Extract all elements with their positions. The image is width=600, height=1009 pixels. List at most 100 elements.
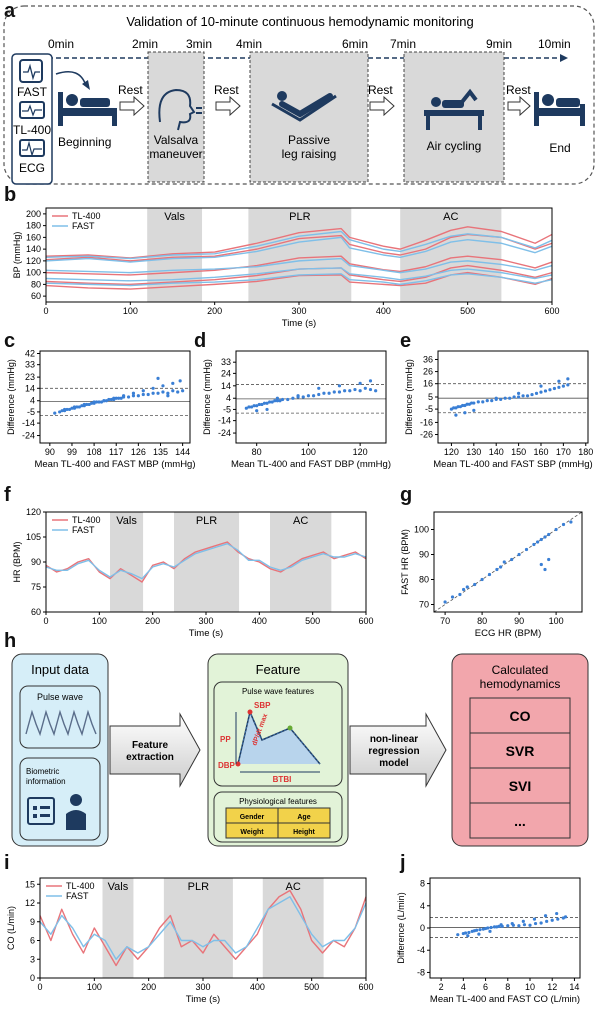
y-tick-label: 36 [423, 354, 433, 364]
y-tick-label: 200 [26, 209, 41, 219]
scatter-point [450, 595, 455, 599]
y-tick-label: 4 [420, 901, 425, 911]
y-tick-label: 0 [30, 973, 35, 983]
dbp-point [235, 761, 241, 767]
scatter-point [53, 411, 57, 415]
series-line-tl400 [45, 264, 553, 286]
y-tick-label: 4 [226, 393, 231, 403]
scatter-point [286, 397, 290, 402]
scatter-point [545, 919, 549, 923]
scatter-point [85, 402, 89, 407]
scatter-point [539, 562, 543, 567]
x-tick-label: 126 [131, 447, 146, 457]
panel-letter-i: i [4, 852, 10, 874]
scatter-point [510, 557, 514, 562]
scatter-point [517, 924, 521, 928]
output-svr: SVR [506, 743, 535, 759]
y-tick-label: -4 [417, 945, 425, 955]
physio-features-label: Physiological features [239, 797, 317, 806]
pulse-features-label: Pulse wave features [242, 687, 314, 696]
scatter-point [75, 405, 79, 409]
shaded-label: PLR [289, 211, 310, 223]
stage-label-valsalva-2: maneuver [149, 147, 202, 161]
x-tick-label: 200 [207, 306, 222, 316]
scatter-point [539, 384, 543, 388]
stage-label-plr-1: Passive [288, 133, 330, 147]
scatter-point [487, 572, 492, 577]
scatter-point [485, 399, 489, 403]
x-axis-label: Mean TL-400 and FAST SBP (mmHg) [433, 459, 592, 470]
stage-box-plr [249, 51, 369, 183]
y-tick-label: -14 [22, 418, 35, 428]
scatter-point [476, 400, 480, 404]
scatter-point [543, 914, 548, 918]
notch-point [287, 725, 293, 731]
scatter-point [270, 400, 274, 404]
scatter-point [99, 400, 104, 404]
scatter-point [178, 379, 182, 383]
scatter-point [337, 390, 342, 394]
scatter-point [543, 389, 548, 393]
monitor-icon [19, 101, 45, 119]
scatter-point [490, 399, 494, 403]
scatter-point [60, 409, 64, 413]
legend-entry: FAST [72, 525, 95, 535]
calc-title-2: hemodynamics [480, 677, 561, 691]
time-mark-3: 3min [186, 37, 212, 51]
scatter-point [458, 592, 462, 597]
scatter-point [327, 391, 331, 395]
scatter-point [280, 397, 285, 402]
biometric-label-2: information [26, 777, 66, 786]
scatter-point [171, 389, 175, 393]
scatter-point [533, 921, 538, 926]
time-mark-10: 10min [538, 37, 571, 51]
scatter-point [517, 552, 521, 557]
plot-frame [429, 877, 581, 979]
series-line-fast [45, 542, 367, 580]
scatter-point [273, 399, 277, 403]
y-tick-label: -24 [22, 431, 35, 441]
scatter-point [332, 390, 336, 394]
scatter-point [301, 395, 305, 399]
x-tick-label: 500 [460, 306, 475, 316]
scatter-point [521, 394, 525, 398]
scatter-point [171, 381, 175, 385]
scatter-point [534, 391, 539, 395]
scatter-point [131, 394, 136, 398]
scatter-point [561, 384, 565, 388]
output-svi: SVI [509, 778, 532, 794]
scatter-point [547, 557, 551, 562]
scatter-point [480, 577, 484, 582]
scatter-point [92, 400, 96, 404]
y-tick-label: 26 [423, 367, 433, 377]
scatter-point [521, 919, 525, 923]
scatter-point [499, 923, 503, 927]
x-tick-label: 500 [304, 982, 319, 992]
scatter-point [257, 402, 261, 407]
scatter-point [126, 395, 131, 399]
scatter-point [512, 395, 516, 399]
y-tick-label: 14 [25, 383, 35, 393]
scatter-point [122, 394, 126, 398]
identity-line [433, 511, 583, 613]
panel-letter-h: h [4, 630, 17, 652]
panel-letter-c: c [4, 330, 16, 352]
panel-letter-d: d [194, 330, 207, 352]
scatter-point [275, 396, 279, 400]
device-label-ecg: ECG [19, 161, 45, 175]
x-tick-label: 100 [87, 982, 102, 992]
scatter-point [472, 408, 476, 412]
scatter-point [90, 401, 94, 405]
x-axis-label: Time (s) [186, 994, 220, 1005]
y-tick-label: -8 [417, 967, 425, 977]
series-line-fast [45, 273, 553, 287]
stage-label-plr-2: leg raising [282, 147, 337, 161]
scatter-point [499, 565, 503, 569]
x-tick-label: 400 [250, 982, 265, 992]
scatter-point [97, 400, 101, 404]
time-mark-6: 6min [342, 37, 368, 51]
scatter-point [337, 384, 342, 388]
x-tick-label: 99 [67, 447, 77, 457]
y-tick-label: 100 [414, 525, 429, 535]
